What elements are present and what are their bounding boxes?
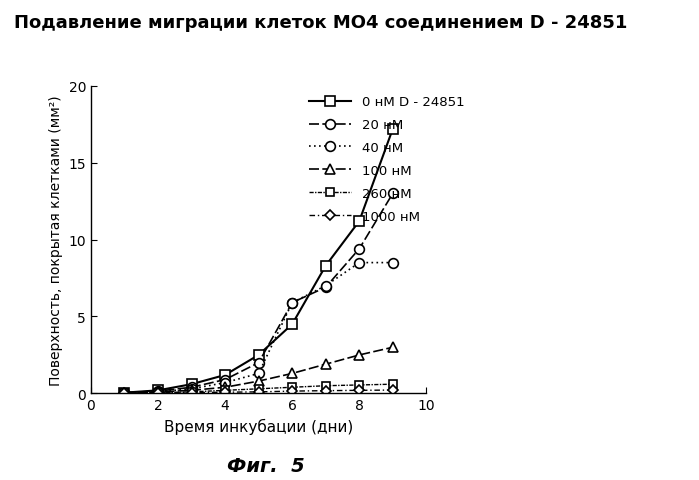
X-axis label: Время инкубации (дни): Время инкубации (дни) xyxy=(164,418,353,434)
Text: Подавление миграции клеток МО4 соединением D - 24851: Подавление миграции клеток МО4 соединени… xyxy=(14,14,628,32)
Y-axis label: Поверхность, покрытая клетками (мм²): Поверхность, покрытая клетками (мм²) xyxy=(49,95,63,385)
Legend: 0 нМ D - 24851, 20 нМ, 40 нМ, 100 нМ, 260 нМ, 1000 нМ: 0 нМ D - 24851, 20 нМ, 40 нМ, 100 нМ, 26… xyxy=(309,96,464,223)
Text: Фиг.  5: Фиг. 5 xyxy=(226,456,305,475)
